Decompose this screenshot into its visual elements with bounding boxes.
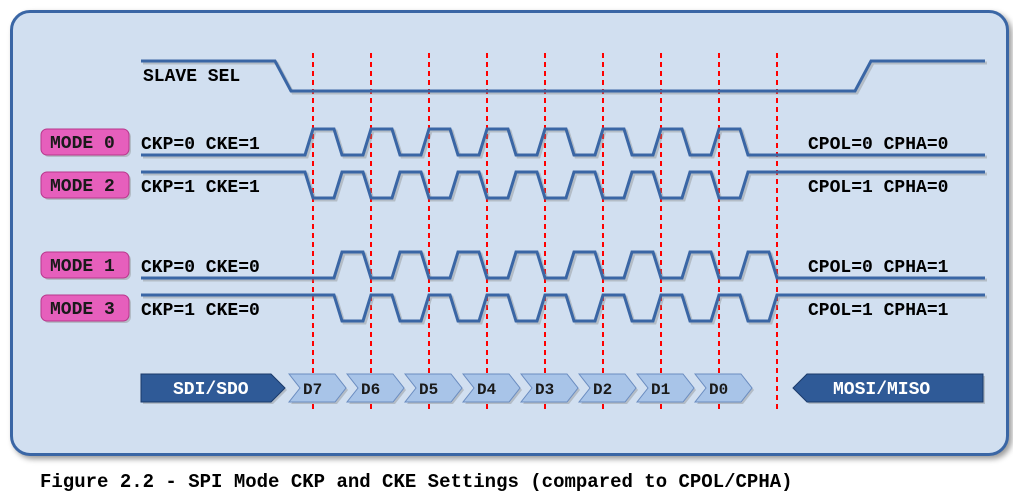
mode2-left-label: CKP=1 CKE=1 xyxy=(141,178,260,198)
data-bit-d3: D3 xyxy=(521,374,580,404)
mode0-row: MODE 0 CKP=0 CKE=1 CPOL=0 CPHA=0 xyxy=(41,129,987,157)
figure-caption: Figure 2.2 - SPI Mode CKP and CKE Settin… xyxy=(40,471,1003,493)
data-bit-d0: D0 xyxy=(695,374,754,404)
svg-text:D3: D3 xyxy=(535,381,554,399)
clock-gridlines xyxy=(313,53,777,413)
svg-text:D1: D1 xyxy=(651,381,670,399)
svg-text:D0: D0 xyxy=(709,381,728,399)
timing-diagram-svg: SLAVE SEL MODE 0 CKP=0 CKE=1 CPOL=0 CPHA… xyxy=(13,13,1006,453)
sdi-sdo-label: SDI/SDO xyxy=(173,380,249,400)
mosi-miso-label: MOSI/MISO xyxy=(833,380,930,400)
data-bit-d7: D7 xyxy=(289,374,348,404)
mode3-row: MODE 3 CKP=1 CKE=0 CPOL=1 CPHA=1 xyxy=(41,295,987,323)
mode1-badge: MODE 1 xyxy=(50,257,115,277)
mode2-badge: MODE 2 xyxy=(50,177,115,197)
mode1-right-label: CPOL=0 CPHA=1 xyxy=(808,258,949,278)
svg-text:D7: D7 xyxy=(303,381,322,399)
data-bit-d4: D4 xyxy=(463,374,522,404)
mode0-badge: MODE 0 xyxy=(50,134,115,154)
mode1-left-label: CKP=0 CKE=0 xyxy=(141,258,260,278)
mode3-left-label: CKP=1 CKE=0 xyxy=(141,301,260,321)
mode3-badge: MODE 3 xyxy=(50,300,115,320)
data-bit-d2: D2 xyxy=(579,374,638,404)
mode1-row: MODE 1 CKP=0 CKE=0 CPOL=0 CPHA=1 xyxy=(41,252,987,280)
svg-text:D5: D5 xyxy=(419,381,438,399)
mode2-right-label: CPOL=1 CPHA=0 xyxy=(808,178,948,198)
diagram-frame: SLAVE SEL MODE 0 CKP=0 CKE=1 CPOL=0 CPHA… xyxy=(10,10,1009,456)
svg-text:D6: D6 xyxy=(361,381,380,399)
svg-text:D4: D4 xyxy=(477,381,497,399)
data-bit-d6: D6 xyxy=(347,374,406,404)
mode3-right-label: CPOL=1 CPHA=1 xyxy=(808,301,949,321)
mode0-right-label: CPOL=0 CPHA=0 xyxy=(808,135,948,155)
slave-sel-row: SLAVE SEL xyxy=(141,61,987,93)
data-row: SDI/SDO D7 D6 D5 D4 D3 D2 D1 D0 xyxy=(141,374,985,404)
slave-sel-label: SLAVE SEL xyxy=(143,67,240,87)
mode0-left-label: CKP=0 CKE=1 xyxy=(141,135,260,155)
data-bit-d1: D1 xyxy=(637,374,696,404)
data-bit-d5: D5 xyxy=(405,374,464,404)
svg-text:D2: D2 xyxy=(593,381,612,399)
mode2-row: MODE 2 CKP=1 CKE=1 CPOL=1 CPHA=0 xyxy=(41,172,987,200)
